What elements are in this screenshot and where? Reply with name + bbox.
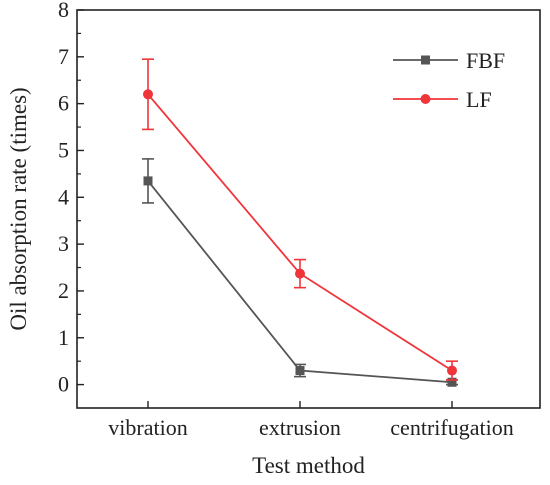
x-tick-label-centrifugation: centrifugation	[390, 415, 513, 440]
legend-marker-fbf	[421, 55, 430, 65]
x-axis-title: Test method	[252, 453, 365, 478]
legend: FBF LF	[393, 48, 505, 112]
legend-label-fbf: FBF	[466, 48, 505, 73]
y-axis-title: Oil absorption rate (times)	[6, 87, 31, 330]
y-tick-label: 8	[58, 0, 69, 22]
y-tick-label: 1	[58, 325, 69, 350]
y-tick-label: 3	[58, 231, 69, 256]
legend-label-lf: LF	[466, 87, 492, 112]
legend-item-fbf: FBF	[393, 48, 505, 73]
data-point	[447, 365, 457, 376]
series-line-lf	[147, 93, 453, 372]
plot-frame	[76, 9, 541, 409]
x-tick-label-vibration: vibration	[108, 415, 187, 440]
y-axis-ticks: 0 1 2 3 4 5 6 7 8	[58, 0, 84, 397]
y-tick-label: 5	[58, 137, 69, 162]
x-axis-ticks: vibration extrusion centrifugation	[108, 401, 514, 440]
data-point	[295, 366, 305, 376]
data-point	[143, 176, 153, 186]
y-tick-label: 2	[58, 278, 69, 303]
y-tick-label: 6	[58, 91, 69, 116]
y-tick-label: 0	[58, 372, 69, 397]
data-point	[295, 268, 305, 279]
legend-item-lf: LF	[393, 87, 492, 112]
data-point	[143, 89, 153, 100]
legend-marker-lf	[420, 94, 431, 104]
series-layer	[142, 58, 458, 387]
y-tick-label: 7	[58, 44, 69, 69]
x-tick-label-extrusion: extrusion	[259, 415, 341, 440]
data-point	[447, 377, 457, 387]
series-lf	[142, 58, 458, 381]
y-tick-label: 4	[58, 184, 69, 209]
axes	[76, 9, 541, 409]
